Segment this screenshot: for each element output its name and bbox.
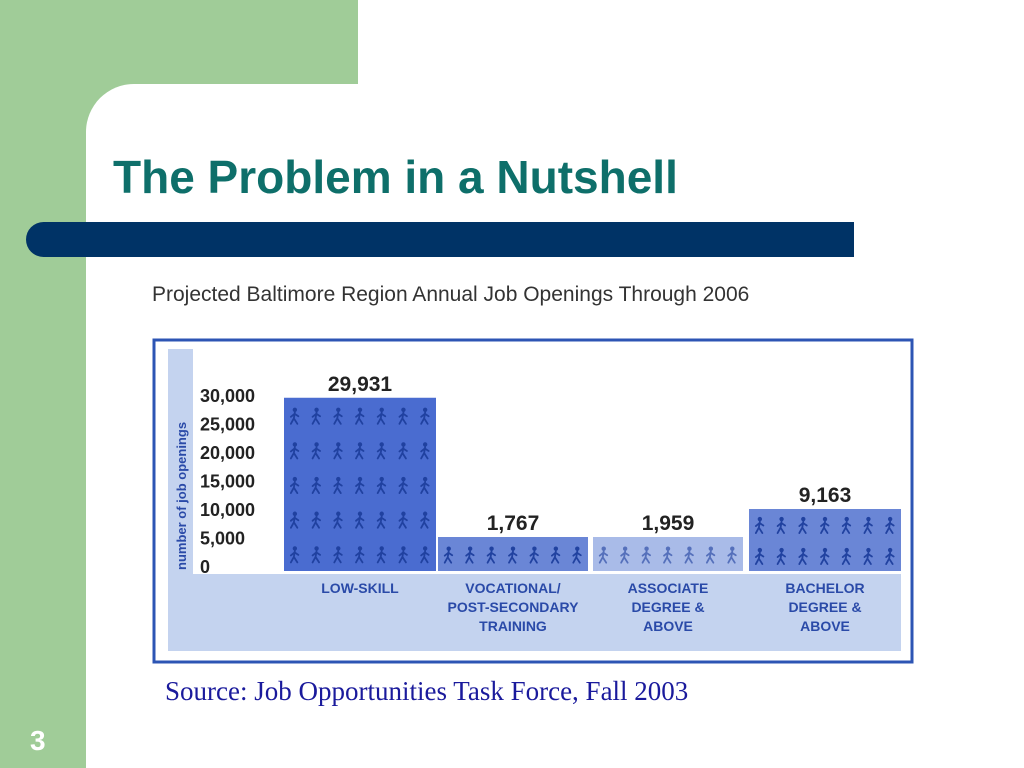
value-label: 1,767 bbox=[487, 512, 540, 535]
category-label: DEGREE & bbox=[788, 599, 861, 615]
y-tick-label: 25,000 bbox=[200, 415, 255, 435]
y-axis-band bbox=[168, 349, 193, 574]
category-label: LOW-SKILL bbox=[321, 580, 399, 596]
category-label: ABOVE bbox=[800, 618, 850, 634]
category-label: POST-SECONDARY bbox=[448, 599, 580, 615]
title-underline-bar bbox=[26, 222, 854, 257]
value-label: 9,163 bbox=[799, 484, 852, 507]
source-citation: Source: Job Opportunities Task Force, Fa… bbox=[165, 676, 689, 706]
value-label: 1,959 bbox=[642, 512, 695, 535]
category-label: DEGREE & bbox=[631, 599, 704, 615]
category-label: TRAINING bbox=[479, 618, 547, 634]
category-label: BACHELOR bbox=[785, 580, 864, 596]
y-axis-label: number of job openings bbox=[174, 422, 189, 570]
category-label: VOCATIONAL/ bbox=[465, 580, 561, 596]
y-tick-label: 15,000 bbox=[200, 472, 255, 492]
y-tick-label: 10,000 bbox=[200, 500, 255, 520]
chart-title: Projected Baltimore Region Annual Job Op… bbox=[152, 283, 750, 306]
y-tick-label: 30,000 bbox=[200, 386, 255, 406]
y-tick-label: 0 bbox=[200, 557, 210, 577]
slide-top-panel bbox=[358, 0, 1024, 86]
y-tick-label: 20,000 bbox=[200, 443, 255, 463]
category-label: ABOVE bbox=[643, 618, 693, 634]
y-tick-label: 5,000 bbox=[200, 529, 245, 549]
category-band bbox=[168, 574, 901, 651]
value-label: 29,931 bbox=[328, 373, 393, 396]
slide-title: The Problem in a Nutshell bbox=[113, 151, 678, 203]
category-label: ASSOCIATE bbox=[628, 580, 709, 596]
page-number: 3 bbox=[30, 725, 46, 756]
